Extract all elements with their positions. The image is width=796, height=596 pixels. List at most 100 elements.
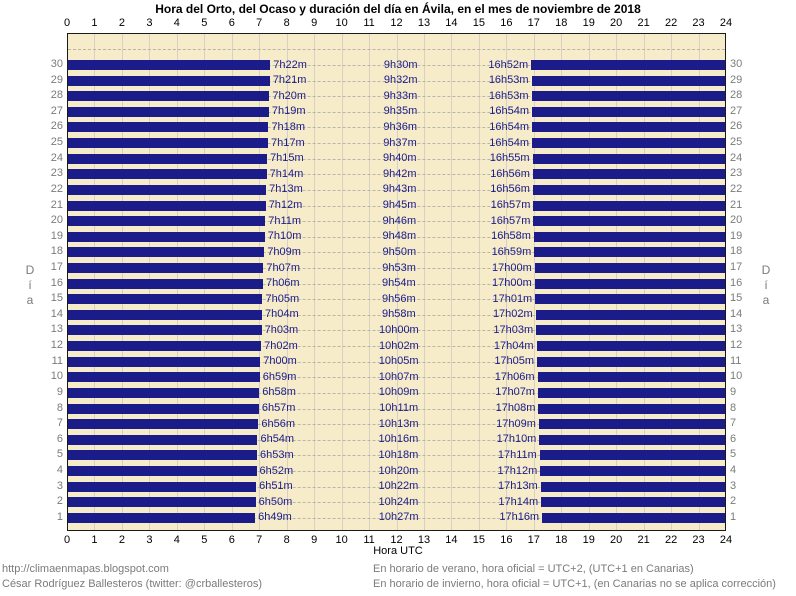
- sunrise-label: 7h20m: [272, 89, 306, 102]
- day-tick-left: 12: [50, 339, 63, 352]
- day-tick-right: 26: [730, 120, 743, 133]
- day-gridline: [68, 486, 725, 488]
- day-gridline: [68, 314, 725, 316]
- day-tick-right: 3: [730, 479, 737, 492]
- sunrise-label: 7h15m: [270, 152, 304, 165]
- day-gridline: [68, 517, 725, 519]
- night-bar-left: [68, 247, 265, 258]
- sunrise-label: 7h14m: [269, 167, 304, 180]
- hour-tick-bottom: 11: [363, 534, 375, 546]
- day-tick-right: 17: [730, 261, 743, 274]
- day-tick-right: 12: [730, 339, 743, 352]
- night-bar-right: [532, 106, 725, 117]
- hour-tick-bottom: 10: [335, 534, 348, 546]
- hour-tick-bottom: 7: [256, 534, 263, 546]
- hour-tick-bottom: 5: [201, 534, 208, 546]
- night-bar-right: [532, 122, 725, 133]
- hour-tick-top: 20: [610, 17, 623, 29]
- sunrise-label: 7h18m: [271, 120, 306, 133]
- night-bar-right: [536, 325, 725, 336]
- sunrise-label: 7h00m: [263, 355, 297, 368]
- night-bar-left: [68, 372, 260, 383]
- day-tick-left: 6: [56, 432, 63, 445]
- hour-tick-top: 13: [417, 17, 431, 29]
- night-bar-left: [68, 216, 266, 227]
- duration-label: 10h24m: [378, 495, 419, 508]
- sunset-label: 16h56m: [490, 183, 530, 196]
- day-tick-left: 7: [56, 417, 63, 430]
- hour-gridline: [286, 34, 288, 530]
- hour-gridline: [314, 34, 316, 530]
- day-tick-left: 24: [50, 151, 63, 164]
- sunrise-label: 7h12m: [268, 199, 303, 212]
- duration-label: 9h37m: [383, 136, 417, 149]
- hour-tick-bottom: 22: [664, 534, 678, 546]
- sunset-label: 16h54m: [489, 120, 530, 133]
- sunrise-label: 6h57m: [261, 402, 296, 415]
- footer-url[interactable]: http://climaenmapas.blogspot.com: [2, 563, 169, 575]
- night-bar-right: [542, 512, 725, 523]
- day-tick-left: 22: [50, 182, 63, 195]
- day-gridline: [68, 189, 725, 191]
- sunrise-label: 6h51m: [259, 480, 293, 493]
- night-bar-left: [68, 294, 263, 305]
- footer-winter-note: En horario de invierno, hora oficial = U…: [373, 578, 776, 590]
- day-tick-right: 30: [730, 58, 743, 71]
- day-gridline: [68, 49, 725, 51]
- duration-label: 10h09m: [378, 386, 419, 399]
- night-bar-right: [535, 309, 725, 320]
- duration-label: 10h16m: [378, 433, 419, 446]
- day-tick-left: 5: [56, 448, 63, 461]
- hour-tick-bottom: 13: [417, 534, 431, 546]
- night-bar-left: [68, 419, 259, 430]
- day-tick-right: 2: [730, 495, 737, 508]
- night-bar-right: [536, 341, 725, 352]
- day-tick-left: 20: [50, 214, 63, 227]
- day-tick-left: 29: [50, 73, 63, 86]
- duration-label: 9h46m: [382, 214, 417, 227]
- day-tick-left: 8: [56, 401, 63, 414]
- day-gridline: [68, 502, 725, 504]
- day-gridline: [68, 236, 725, 238]
- night-bar-left: [68, 403, 259, 414]
- hour-gridline: [341, 34, 343, 530]
- sunset-label: 16h54m: [489, 105, 530, 118]
- day-gridline: [68, 471, 725, 473]
- footer-author: César Rodríguez Ballesteros (twitter: @c…: [2, 578, 262, 590]
- night-bar-left: [68, 200, 266, 211]
- day-tick-right: 8: [730, 401, 737, 414]
- day-gridline: [68, 96, 725, 98]
- duration-label: 10h07m: [378, 370, 419, 383]
- sunrise-label: 7h11m: [268, 214, 302, 227]
- day-tick-left: 19: [50, 229, 63, 242]
- sunrise-label: 7h09m: [267, 245, 301, 258]
- hour-tick-top: 9: [311, 17, 318, 29]
- sunset-label: 17h10m: [496, 433, 537, 446]
- day-gridline: [68, 408, 725, 410]
- sunset-label: 17h13m: [497, 480, 538, 493]
- night-bar-right: [533, 200, 725, 211]
- duration-label: 9h43m: [382, 183, 417, 196]
- day-gridline: [68, 221, 725, 223]
- day-gridline: [68, 455, 725, 457]
- sunrise-label: 7h22m: [273, 58, 307, 71]
- plot-area: 7h22m 9h30m 16h52m 7h21m 9h32m 16h53m 7h20m 9h3…: [67, 33, 726, 531]
- hour-tick-bottom: 20: [610, 534, 623, 546]
- night-bar-left: [68, 341, 262, 352]
- hour-tick-top: 2: [118, 17, 125, 29]
- sunrise-label: 7h07m: [266, 261, 301, 274]
- duration-label: 10h02m: [378, 339, 419, 352]
- night-bar-right: [537, 356, 725, 367]
- sunset-label: 16h53m: [488, 74, 529, 87]
- day-gridline: [68, 330, 725, 332]
- duration-label: 9h54m: [382, 277, 416, 290]
- day-gridline: [68, 143, 725, 145]
- night-bar-left: [68, 231, 265, 242]
- night-bar-right: [538, 419, 725, 430]
- sunrise-label: 6h52m: [259, 464, 294, 477]
- night-bar-right: [532, 138, 725, 149]
- day-gridline: [68, 361, 725, 363]
- day-tick-left: 17: [50, 261, 63, 274]
- hour-tick-top: 3: [146, 17, 153, 29]
